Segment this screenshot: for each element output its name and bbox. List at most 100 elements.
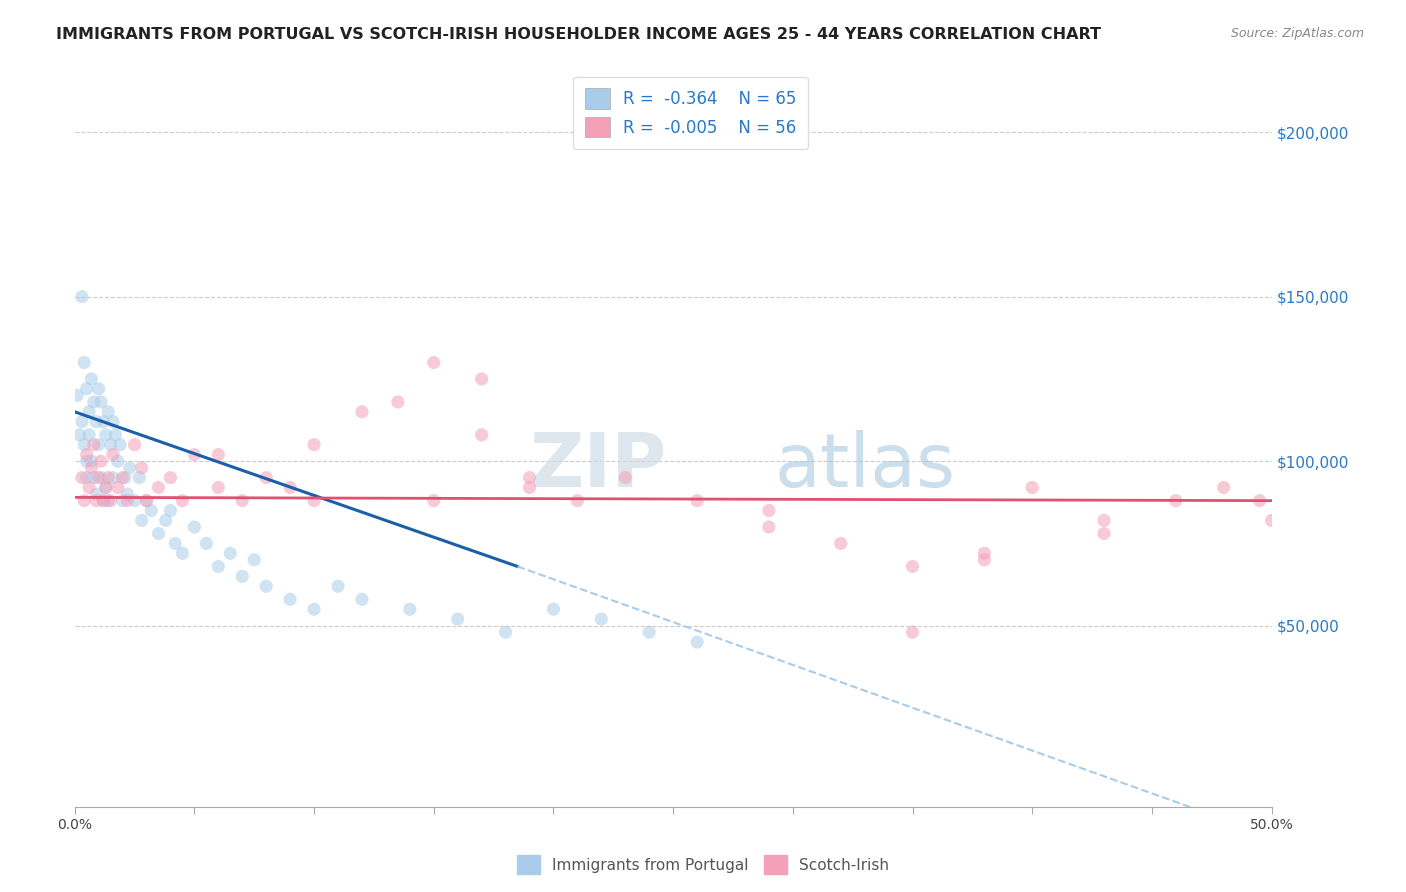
Point [155,513,177,527]
Point [94,427,117,442]
Point [84,493,107,508]
Point [73,355,96,369]
Point [83,470,105,484]
Point [101,448,124,462]
Point [183,448,205,462]
Point [90,454,112,468]
Point [471,372,494,386]
Point [398,602,420,616]
Point [90,470,112,484]
Point [141,503,163,517]
Point [254,579,277,593]
Text: Source: ZipAtlas.com: Source: ZipAtlas.com [1230,27,1364,40]
Point [219,546,242,560]
Point [254,470,277,484]
Point [83,438,105,452]
Point [614,470,637,484]
Point [567,493,589,508]
Point [1164,493,1187,508]
Legend: Immigrants from Portugal, Scotch-Irish: Immigrants from Portugal, Scotch-Irish [510,849,896,880]
Point [350,592,373,607]
Point [350,405,373,419]
Legend: R =  -0.364    N = 65, R =  -0.005    N = 56: R = -0.364 N = 65, R = -0.005 N = 56 [574,77,808,149]
Point [326,579,349,593]
Point [87,382,110,396]
Point [76,382,98,396]
Point [124,438,146,452]
Point [80,460,103,475]
Point [148,526,170,541]
Point [107,454,129,468]
Point [278,481,301,495]
Point [84,415,107,429]
Point [1021,481,1043,495]
Point [973,546,995,560]
Point [758,520,780,534]
Point [447,612,470,626]
Point [1212,481,1234,495]
Point [148,481,170,495]
Point [135,493,157,508]
Text: atlas: atlas [775,430,956,503]
Point [118,460,141,475]
Point [207,559,229,574]
Point [302,438,325,452]
Point [97,470,120,484]
Point [207,481,229,495]
Point [543,602,565,616]
Point [77,481,100,495]
Point [165,536,187,550]
Point [70,415,93,429]
Point [973,553,995,567]
Point [686,493,709,508]
Point [131,460,153,475]
Point [80,372,103,386]
Point [387,395,409,409]
Point [111,470,134,484]
Point [471,427,494,442]
Point [77,405,100,419]
Point [97,493,120,508]
Point [104,427,127,442]
Point [1260,513,1282,527]
Point [124,493,146,508]
Point [519,481,541,495]
Point [519,470,541,484]
Text: ZIP: ZIP [530,430,666,503]
Point [101,470,124,484]
Point [93,493,115,508]
Point [77,427,100,442]
Point [76,448,98,462]
Point [100,438,122,452]
Point [207,448,229,462]
Point [87,470,110,484]
Point [90,395,112,409]
Point [117,487,139,501]
Point [159,470,181,484]
Point [108,438,131,452]
Point [1249,493,1271,508]
Point [172,546,194,560]
Point [423,355,446,369]
Point [73,493,96,508]
Point [830,536,852,550]
Point [901,559,924,574]
Point [231,569,253,583]
Point [117,493,139,508]
Point [87,438,110,452]
Point [107,481,129,495]
Point [73,438,96,452]
Point [159,503,181,517]
Point [183,520,205,534]
Point [94,481,117,495]
Point [131,513,153,527]
Point [901,625,924,640]
Point [83,395,105,409]
Point [638,625,661,640]
Point [70,470,93,484]
Point [278,592,301,607]
Point [128,470,150,484]
Point [243,553,266,567]
Text: IMMIGRANTS FROM PORTUGAL VS SCOTCH-IRISH HOUSEHOLDER INCOME AGES 25 - 44 YEARS C: IMMIGRANTS FROM PORTUGAL VS SCOTCH-IRISH… [56,27,1101,42]
Point [135,493,157,508]
